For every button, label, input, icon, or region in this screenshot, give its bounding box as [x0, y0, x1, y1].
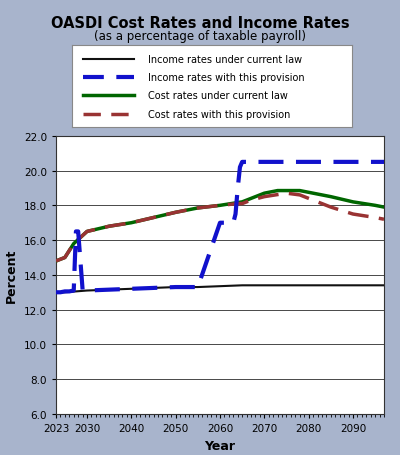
- Text: Cost rates under current law: Cost rates under current law: [148, 91, 288, 101]
- Text: OASDI Cost Rates and Income Rates: OASDI Cost Rates and Income Rates: [51, 16, 349, 31]
- X-axis label: Year: Year: [204, 439, 236, 451]
- Text: (as a percentage of taxable payroll): (as a percentage of taxable payroll): [94, 30, 306, 43]
- Y-axis label: Percent: Percent: [5, 248, 18, 303]
- Text: Income rates with this provision: Income rates with this provision: [148, 73, 304, 83]
- Text: Cost rates with this provision: Cost rates with this provision: [148, 109, 290, 119]
- Text: Income rates under current law: Income rates under current law: [148, 55, 302, 65]
